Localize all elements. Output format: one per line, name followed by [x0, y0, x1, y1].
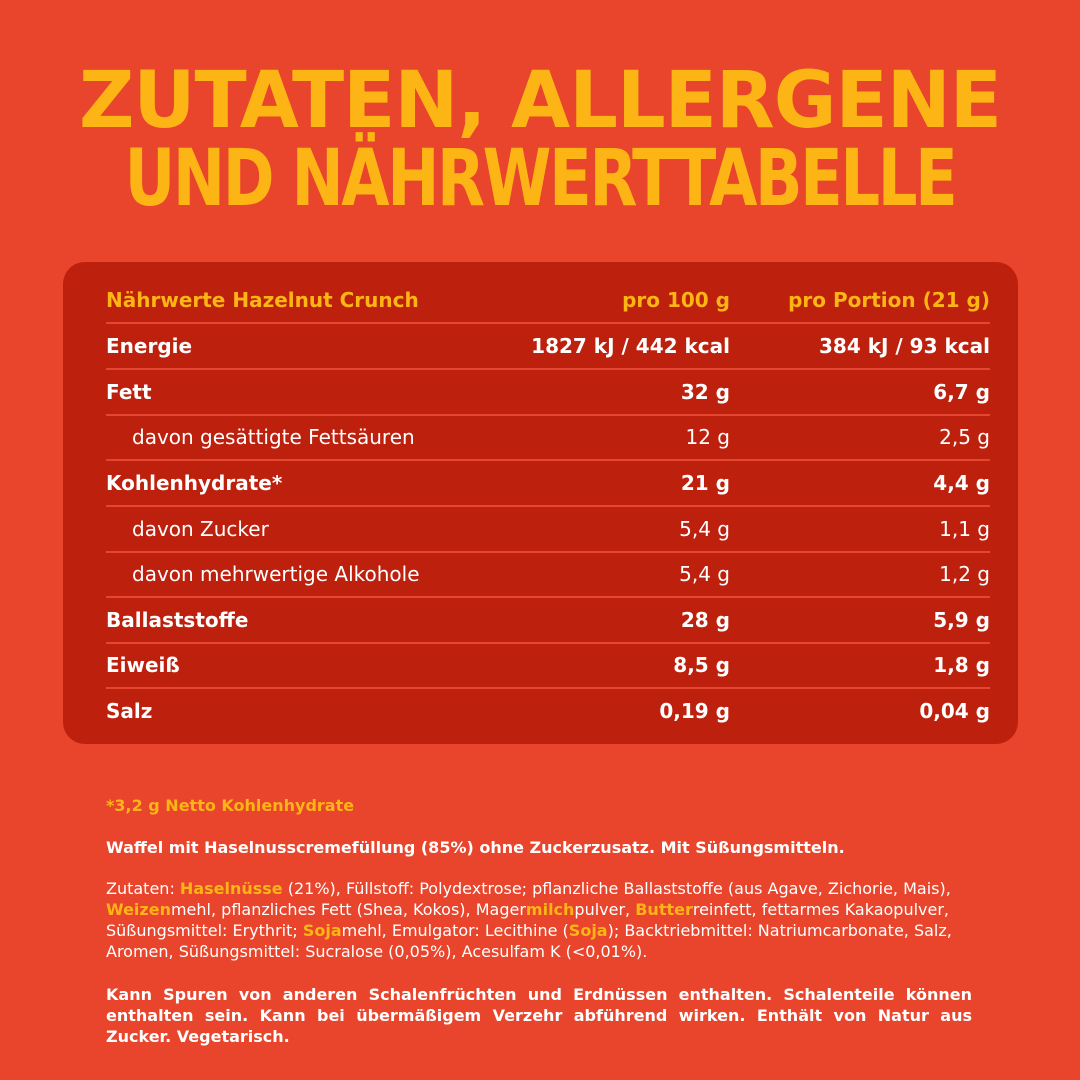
allergy-warning: Kann Spuren von anderen Schalenfrüchten … — [106, 985, 972, 1046]
divider — [106, 642, 990, 644]
row-per100: 21 g — [680, 471, 730, 495]
table-row: davon gesättigte Fettsäuren 12 g 2,5 g — [106, 414, 990, 460]
row-per100: 1827 kJ / 442 kcal — [531, 334, 730, 358]
row-per-portion: 4,4 g — [933, 471, 990, 495]
allergen-highlight: Haselnüsse — [179, 879, 283, 898]
row-label: Kohlenhydrate* — [106, 471, 283, 495]
ingredients-list: Zutaten: Haselnüsse (21%), Füllstoff: Po… — [106, 878, 972, 962]
ingredients-text: mehl, Emulgator: Lecithine ( — [341, 921, 569, 940]
row-per-portion: 6,7 g — [933, 380, 990, 404]
row-label: Fett — [106, 380, 152, 404]
nutrition-table: Nährwerte Hazelnut Crunch pro 100 g pro … — [63, 262, 1018, 744]
ingredients-text: reinfett, fettarmes Kakaopulver, Süßungs… — [106, 900, 949, 940]
row-per-portion: 2,5 g — [939, 425, 990, 449]
allergen-highlight: Soja — [302, 921, 342, 940]
divider — [106, 505, 990, 507]
row-per100: 28 g — [680, 608, 730, 632]
row-per-portion: 1,2 g — [939, 562, 990, 586]
row-per100: 32 g — [680, 380, 730, 404]
row-label: davon Zucker — [132, 517, 269, 541]
row-per-portion: 5,9 g — [933, 608, 990, 632]
row-label: Eiweiß — [106, 653, 180, 677]
ingredients-text: Zutaten: — [106, 879, 180, 898]
row-per100: 0,19 g — [659, 699, 730, 723]
row-label: Salz — [106, 699, 153, 723]
row-label: Energie — [106, 334, 193, 358]
ingredients-text: ); Backtriebmittel: Natriumcarbonate, Sa… — [106, 921, 952, 961]
allergen-highlight: milch — [525, 900, 575, 919]
page-title: ZUTATEN, ALLERGENE UND NÄHRWERTTABELLE — [0, 62, 1080, 218]
net-carbs-footnote: *3,2 g Netto Kohlenhydrate — [106, 796, 355, 815]
allergen-highlight: Butter — [635, 900, 693, 919]
table-row: Ballaststoffe 28 g 5,9 g — [106, 597, 990, 643]
header-per-portion: pro Portion (21 g) — [788, 288, 990, 312]
divider — [106, 414, 990, 416]
table-row: davon mehrwertige Alkohole 5,4 g 1,2 g — [106, 551, 990, 597]
row-per100: 12 g — [685, 425, 730, 449]
row-per-portion: 1,8 g — [933, 653, 990, 677]
row-per-portion: 0,04 g — [919, 699, 990, 723]
table-row: davon Zucker 5,4 g 1,1 g — [106, 506, 990, 552]
ingredients-text: (21%), Füllstoff: Polydextrose; pflanzli… — [282, 879, 951, 898]
allergen-highlight: Weizen — [106, 900, 171, 919]
product-description: Waffel mit Haselnusscremefüllung (85%) o… — [106, 838, 845, 857]
row-per-portion: 384 kJ / 93 kcal — [819, 334, 990, 358]
table-header: Nährwerte Hazelnut Crunch pro 100 g pro … — [106, 277, 990, 323]
ingredients-text: mehl, pflanzliches Fett (Shea, Kokos), M… — [170, 900, 526, 919]
divider — [106, 687, 990, 689]
ingredients-text: pulver, — [574, 900, 636, 919]
row-label: davon mehrwertige Alkohole — [132, 562, 420, 586]
header-name: Nährwerte Hazelnut Crunch — [106, 288, 419, 312]
table-row: Eiweiß 8,5 g 1,8 g — [106, 642, 990, 688]
table-row: Salz 0,19 g 0,04 g — [106, 688, 990, 734]
table-row: Kohlenhydrate* 21 g 4,4 g — [106, 460, 990, 506]
divider — [106, 368, 990, 370]
row-per100: 5,4 g — [679, 517, 730, 541]
row-per100: 8,5 g — [673, 653, 730, 677]
table-row: Fett 32 g 6,7 g — [106, 369, 990, 415]
divider — [106, 459, 990, 461]
row-per100: 5,4 g — [679, 562, 730, 586]
divider — [106, 322, 990, 324]
header-per100: pro 100 g — [622, 288, 730, 312]
divider — [106, 551, 990, 553]
row-label: Ballaststoffe — [106, 608, 249, 632]
title-line-2: UND NÄHRWERTTABELLE — [124, 134, 958, 224]
table-row: Energie 1827 kJ / 442 kcal 384 kJ / 93 k… — [106, 323, 990, 369]
title-line-1: ZUTATEN, ALLERGENE — [78, 56, 1002, 146]
row-per-portion: 1,1 g — [939, 517, 990, 541]
divider — [106, 596, 990, 598]
allergen-highlight: Soja — [568, 921, 608, 940]
row-label: davon gesättigte Fettsäuren — [132, 425, 415, 449]
